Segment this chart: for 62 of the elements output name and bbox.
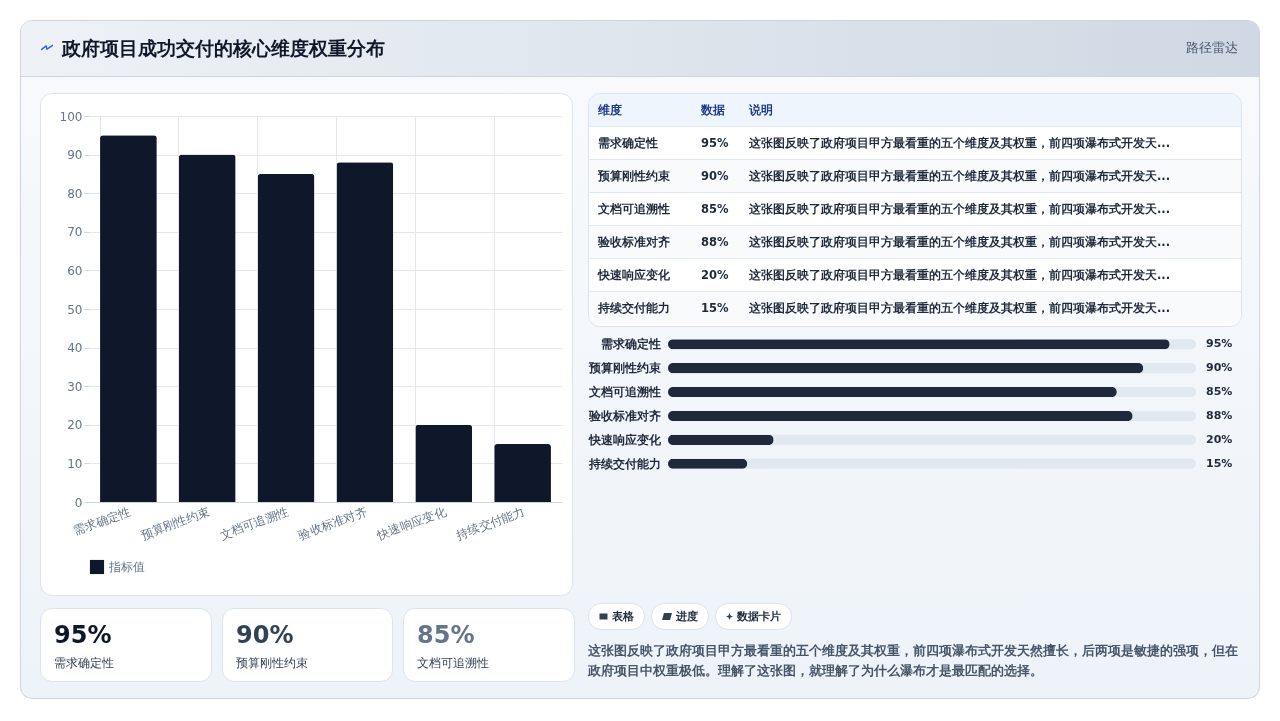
data-label: 90% xyxy=(1206,361,1233,375)
text: 这张图反映了政府项目甲方最看重的五个维度及其权重，前四项瀑布式开发天... xyxy=(740,126,1241,160)
chart-title: 政府项目成功交付的核心维度权重分布 xyxy=(62,36,385,61)
text: 维度 xyxy=(589,94,692,127)
y-tick-label: 100 xyxy=(59,109,83,124)
text: 20% xyxy=(701,268,729,282)
x-tick-label: 快速响应变化 xyxy=(374,504,448,543)
data-label: 20% xyxy=(1206,432,1233,446)
data-label: 88% xyxy=(1206,408,1233,422)
y-tick-label: 20 xyxy=(67,418,83,433)
data-label: 95% xyxy=(1206,337,1233,351)
text: 表格 xyxy=(588,603,645,630)
y-tick-label: 50 xyxy=(67,302,83,317)
text: 这张图反映了政府项目甲方最看重的五个维度及其权重，前四项瀑布式开发天... xyxy=(740,258,1241,292)
x-tick-label: 文档可追溯性 xyxy=(217,504,291,543)
text: 85% xyxy=(701,202,729,216)
y-tick-label: 需求确定性 xyxy=(600,337,661,352)
text: 15% xyxy=(701,301,729,315)
category-label: 预算刚性约束 xyxy=(236,655,308,672)
y-tick-label: 80 xyxy=(67,186,83,201)
y-tick-label: 60 xyxy=(67,263,83,278)
text: 数据卡片 xyxy=(715,603,792,630)
legend-label: 指标值 xyxy=(108,560,145,574)
data-label: 15% xyxy=(1206,456,1233,470)
text: 这张图反映了政府项目甲方最看重的五个维度及其权重，前四项瀑布式开发天... xyxy=(740,192,1241,226)
text: 这张图反映了政府项目甲方最看重的五个维度及其权重，前四项瀑布式开发天... xyxy=(740,225,1241,259)
text: 这张图反映了政府项目甲方最看重的五个维度及其权重，前四项瀑布式开发天... xyxy=(740,291,1241,324)
bar xyxy=(668,434,774,445)
text: 95% xyxy=(54,621,112,649)
text: 数据 xyxy=(692,94,740,127)
text: 这张图反映了政府项目甲方最看重的五个维度及其权重，前四项瀑布式开发天然擅长，后两项是敏捷的强项，但在政府项目中权重极低。理解了这张图，就理解了为什么瀑布才是最匹配的选择。 xyxy=(588,642,1239,680)
y-tick-label: 40 xyxy=(67,341,83,356)
y-tick-label: 快速响应变化 xyxy=(587,432,662,447)
x-tick-label: 预算刚性约束 xyxy=(138,504,212,543)
y-tick-label: 10 xyxy=(67,456,83,471)
text: 这张图反映了政府项目甲方最看重的五个维度及其权重，前四项瀑布式开发天... xyxy=(740,159,1241,193)
bar xyxy=(494,444,551,502)
text: 88% xyxy=(701,235,729,249)
text: 进度 xyxy=(651,603,709,630)
text: 说明 xyxy=(740,94,1241,127)
y-tick-label: 70 xyxy=(67,225,83,240)
bar xyxy=(415,424,473,502)
y-tick-label: 0 xyxy=(74,495,83,510)
y-tick-label: 预算刚性约束 xyxy=(587,361,661,376)
y-tick-label: 文档可追溯性 xyxy=(587,385,661,400)
text: 95% xyxy=(701,136,729,150)
category-label: 文档可追溯性 xyxy=(417,655,489,672)
bar xyxy=(257,173,315,502)
x-tick-label: 持续交付能力 xyxy=(454,504,527,543)
text: 85% xyxy=(417,621,475,649)
text: 路径雷达 xyxy=(1186,39,1238,57)
y-tick-label: 持续交付能力 xyxy=(587,456,661,471)
y-tick-label: 30 xyxy=(67,379,83,394)
bar xyxy=(100,135,157,502)
data-label: 85% xyxy=(1206,385,1233,399)
y-tick-label: 90 xyxy=(67,148,83,163)
bar xyxy=(336,162,394,502)
x-tick-label: 验收标准对齐 xyxy=(296,504,370,543)
text: 90% xyxy=(236,621,294,649)
bar xyxy=(178,154,236,502)
text: 90% xyxy=(701,169,729,183)
y-tick-label: 验收标准对齐 xyxy=(587,408,661,423)
